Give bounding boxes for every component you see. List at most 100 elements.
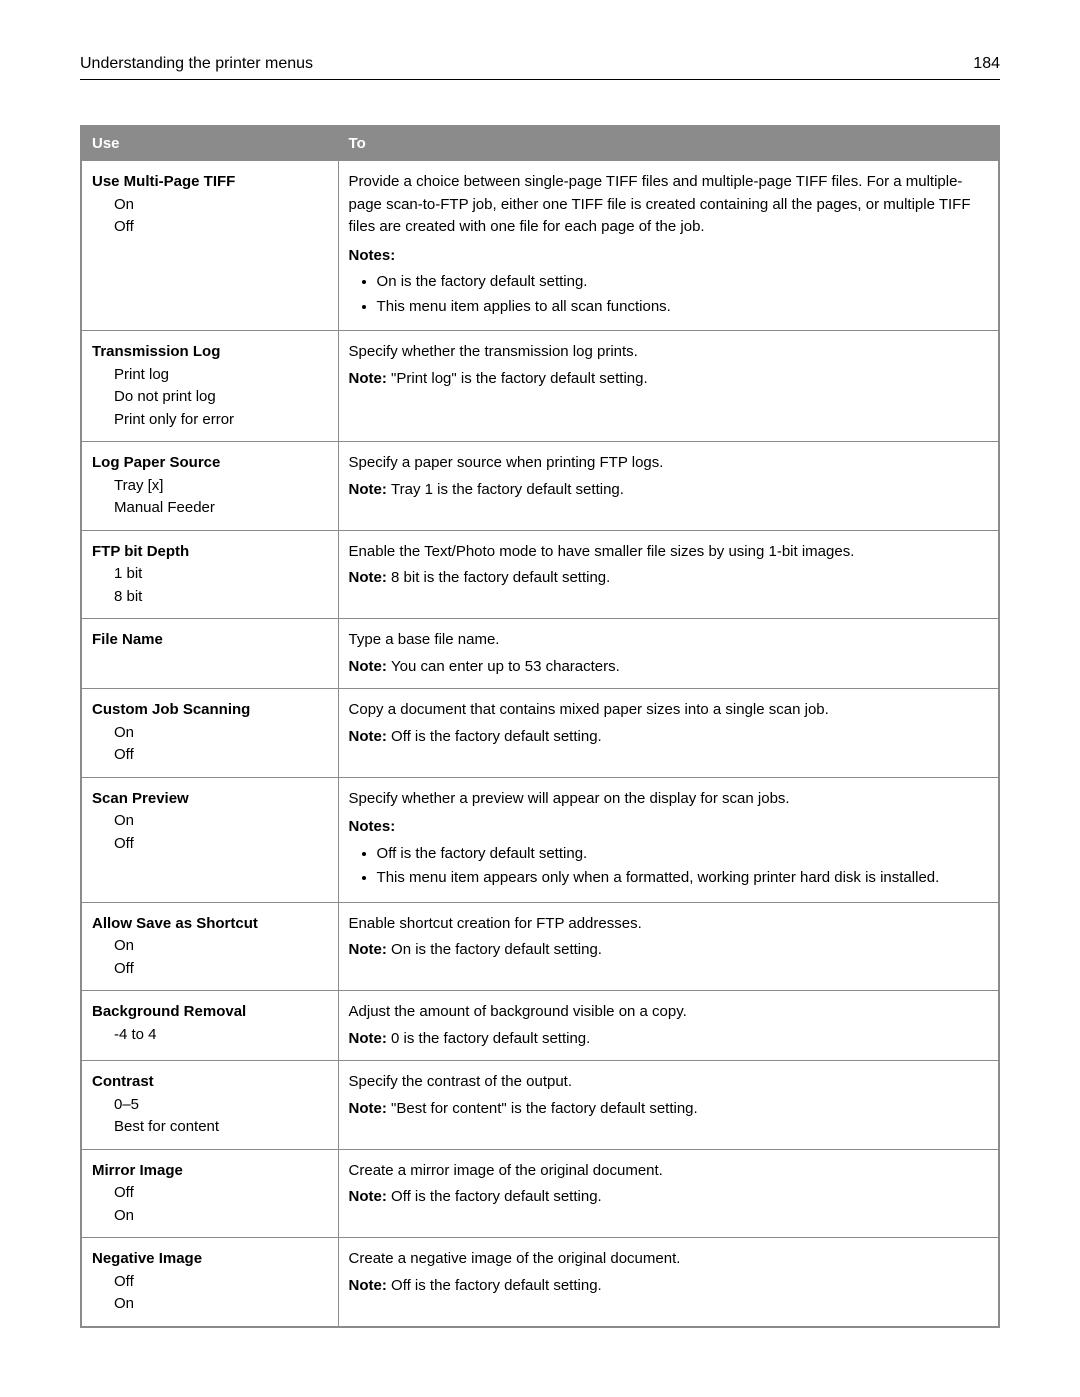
setting-option: -4 to 4 [114,1024,328,1047]
use-cell: Scan PreviewOnOff [81,777,338,902]
column-header-use: Use [81,126,338,161]
use-cell: Custom Job ScanningOnOff [81,689,338,778]
setting-options: OnOff [92,722,328,767]
setting-name: Log Paper Source [92,452,328,475]
setting-option: Manual Feeder [114,497,328,520]
setting-option: On [114,722,328,745]
use-cell: Log Paper SourceTray [x]Manual Feeder [81,442,338,531]
setting-option: 1 bit [114,563,328,586]
to-cell: Specify whether a preview will appear on… [338,777,999,902]
to-cell: Enable the Text/Photo mode to have small… [338,530,999,619]
note-text: "Print log" is the factory default setti… [391,370,648,387]
setting-note: Note: You can enter up to 53 characters. [349,656,988,679]
to-cell: Specify the contrast of the output. Note:… [338,1061,999,1150]
setting-description: Specify whether the transmission log pri… [349,341,988,364]
setting-option: Off [114,744,328,767]
note-text: Tray 1 is the factory default setting. [391,481,624,498]
setting-note: Note: On is the factory default setting. [349,939,988,962]
note-text: 8 bit is the factory default setting. [391,569,610,586]
note-text: You can enter up to 53 characters. [391,658,620,675]
to-cell: Create a mirror image of the original do… [338,1149,999,1238]
note-label: Note: [349,941,392,958]
note-text: "Best for content" is the factory defaul… [391,1100,698,1117]
setting-description: Specify the contrast of the output. [349,1071,988,1094]
use-cell: Use Multi‑Page TIFFOnOff [81,161,338,331]
setting-name: Transmission Log [92,341,328,364]
table-row: File Name Type a base file name. Note: You… [81,619,999,689]
note-label: Note: [349,1030,392,1047]
table-row: Contrast0–5Best for contentSpecify the c… [81,1061,999,1150]
use-cell: Mirror ImageOffOn [81,1149,338,1238]
use-cell: Transmission LogPrint logDo not print lo… [81,331,338,442]
to-cell: Provide a choice between single-page TIF… [338,161,999,331]
setting-note: Note: 0 is the factory default setting. [349,1028,988,1051]
setting-description: Create a mirror image of the original do… [349,1160,988,1183]
note-text: Off is the factory default setting. [391,1188,602,1205]
table-row: Custom Job ScanningOnOffCopy a document … [81,689,999,778]
setting-name: Use Multi‑Page TIFF [92,171,328,194]
setting-options: OffOn [92,1271,328,1316]
note-label: Note: [349,1100,392,1117]
setting-option: On [114,1205,328,1228]
setting-option: On [114,810,328,833]
use-cell: Contrast0–5Best for content [81,1061,338,1150]
to-cell: Type a base file name. Note: You can ente… [338,619,999,689]
setting-option: On [114,1293,328,1316]
column-header-to: To [338,126,999,161]
to-cell: Create a negative image of the original … [338,1238,999,1327]
table-row: Transmission LogPrint logDo not print lo… [81,331,999,442]
setting-options: Print logDo not print logPrint only for … [92,364,328,432]
table-row: Background Removal-4 to 4Adjust the amou… [81,991,999,1061]
setting-name: File Name [92,629,328,652]
setting-options: OffOn [92,1182,328,1227]
notes-item: On is the factory default setting. [377,271,988,294]
setting-note: Note: Tray 1 is the factory default sett… [349,479,988,502]
setting-note: Note: 8 bit is the factory default setti… [349,567,988,590]
use-cell: FTP bit Depth1 bit8 bit [81,530,338,619]
table-row: FTP bit Depth1 bit8 bitEnable the Text/P… [81,530,999,619]
notes-label: Notes: [349,245,988,268]
note-label: Note: [349,728,392,745]
table-row: Use Multi‑Page TIFFOnOffProvide a choice… [81,161,999,331]
table-body: Use Multi‑Page TIFFOnOffProvide a choice… [81,161,999,1327]
setting-option: Off [114,216,328,239]
setting-name: Scan Preview [92,788,328,811]
setting-description: Type a base file name. [349,629,988,652]
setting-option: Off [114,958,328,981]
table-row: Mirror ImageOffOn Create a mirror image o… [81,1149,999,1238]
use-cell: File Name [81,619,338,689]
note-label: Note: [349,658,392,675]
note-text: 0 is the factory default setting. [391,1030,590,1047]
notes-label: Notes: [349,816,988,839]
use-cell: Background Removal-4 to 4 [81,991,338,1061]
setting-options: 1 bit8 bit [92,563,328,608]
note-text: Off is the factory default setting. [391,728,602,745]
setting-note: Note: Off is the factory default setting… [349,726,988,749]
table-row: Log Paper SourceTray [x]Manual Feeder Spe… [81,442,999,531]
setting-option: 0–5 [114,1094,328,1117]
setting-option: Do not print log [114,386,328,409]
to-cell: Specify whether the transmission log pri… [338,331,999,442]
setting-options: -4 to 4 [92,1024,328,1047]
setting-option: Off [114,1271,328,1294]
setting-option: On [114,194,328,217]
setting-description: Specify a paper source when printing FTP… [349,452,988,475]
setting-option: Print only for error [114,409,328,432]
setting-option: Best for content [114,1116,328,1139]
setting-option: 8 bit [114,586,328,609]
setting-name: Negative Image [92,1248,328,1271]
use-cell: Negative ImageOffOn [81,1238,338,1327]
setting-note: Note: Off is the factory default setting… [349,1186,988,1209]
notes-item: This menu item applies to all scan funct… [377,296,988,319]
setting-description: Enable shortcut creation for FTP address… [349,913,988,936]
setting-name: Mirror Image [92,1160,328,1183]
setting-description: Provide a choice between single-page TIF… [349,171,988,239]
notes-item: Off is the factory default setting. [377,843,988,866]
note-label: Note: [349,481,392,498]
setting-options: OnOff [92,935,328,980]
note-label: Note: [349,1188,392,1205]
use-cell: Allow Save as ShortcutOnOff [81,902,338,991]
note-label: Note: [349,370,392,387]
setting-options: Tray [x]Manual Feeder [92,475,328,520]
setting-option: On [114,935,328,958]
